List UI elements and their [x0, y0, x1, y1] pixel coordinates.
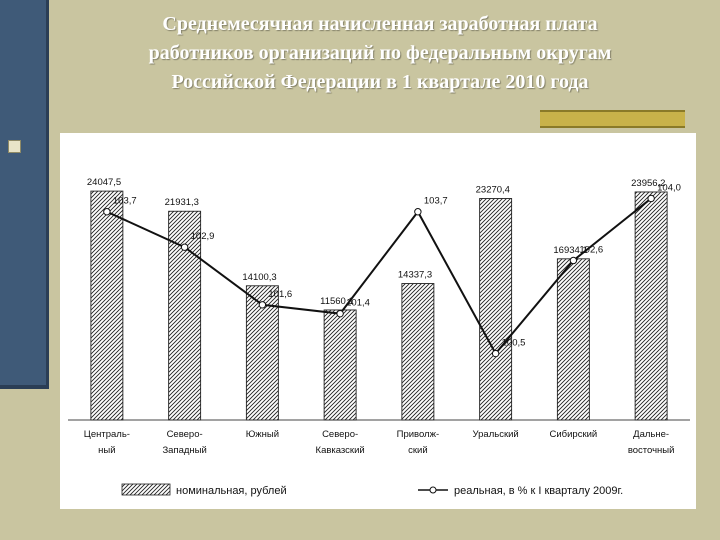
bar-value-label-6: 16934,1: [553, 245, 587, 256]
bar-value-label-3: 11560,1: [320, 296, 354, 307]
line-value-label-2: 101,6: [268, 289, 292, 300]
legend-label-bar: номинальная, рублей: [176, 485, 287, 497]
real-wage-line: [106, 197, 652, 356]
category-label-3-1: Кавказский: [316, 445, 365, 456]
title-line-2: работников организаций по федеральным ок…: [148, 42, 612, 64]
legend-swatch-bar: [121, 483, 171, 496]
line-value-label-3: 101,4: [346, 298, 370, 309]
bar-value-label-5: 23270,4: [476, 185, 510, 196]
line-point-1: [180, 243, 189, 251]
line-point-3: [336, 309, 344, 318]
bar-7: [634, 191, 668, 421]
line-value-label-1: 102,9: [191, 231, 215, 242]
line-value-label-6: 102,6: [579, 244, 603, 255]
bar-5: [479, 198, 513, 421]
accent-bar: [540, 110, 685, 128]
line-point-2: [258, 301, 267, 309]
bar-4: [401, 283, 435, 421]
category-label-4-0: Приволж-: [397, 429, 440, 440]
category-label-2-0: Южный: [246, 429, 279, 440]
legend-label-line: реальная, в % к I кварталу 2009г.: [454, 485, 623, 497]
bar-3: [323, 309, 357, 421]
category-label-7-0: Дальне-: [633, 429, 669, 440]
bar-value-label-7: 23956,2: [631, 178, 665, 189]
combo-chart: 24047,5 21931,3 14100,3 11560,1 14337,3 23270…: [68, 177, 690, 497]
category-label-5-0: Уральский: [473, 429, 519, 440]
category-label-3-0: Северо-: [322, 429, 358, 440]
line-point-0: [103, 208, 111, 216]
bullet-square-icon: [8, 140, 21, 153]
line-value-label-4: 103,7: [424, 196, 448, 207]
category-label-7-1: восточный: [628, 445, 675, 456]
category-label-4-1: ский: [408, 445, 428, 456]
line-value-label-0: 103,7: [113, 196, 137, 207]
slide-title: Среднемесячная начисленная заработная пл…: [90, 10, 670, 97]
category-label-1-0: Северо-: [167, 429, 203, 440]
title-line-3: Российской Федерации в 1 квартале 2010 г…: [171, 71, 589, 93]
line-point-5: [491, 349, 500, 358]
line-point-4: [414, 208, 422, 216]
category-label-0-0: Централь-: [84, 429, 130, 440]
chart-panel: 24047,5 21931,3 14100,3 11560,1 14337,3 23270…: [60, 133, 696, 509]
line-point-7: [647, 194, 655, 203]
bar-value-label-4: 14337,3: [398, 270, 432, 281]
line-point-6: [569, 256, 578, 265]
line-value-label-7: 104,0: [657, 182, 681, 193]
line-value-label-5: 100,5: [502, 338, 526, 349]
legend-line-marker: [429, 486, 437, 494]
category-label-1-1: Западный: [162, 445, 206, 456]
category-label-0-1: ный: [98, 445, 115, 456]
bar-6: [556, 258, 590, 421]
bar-value-label-2: 14100,3: [242, 272, 276, 283]
bar-value-label-1: 21931,3: [165, 197, 199, 208]
category-label-6-0: Сибирский: [550, 429, 598, 440]
title-line-1: Среднемесячная начисленная заработная пл…: [162, 13, 598, 35]
bar-value-label-0: 24047,5: [87, 177, 121, 188]
bar-0: [90, 190, 124, 421]
left-decorative-stripe: [0, 0, 49, 389]
